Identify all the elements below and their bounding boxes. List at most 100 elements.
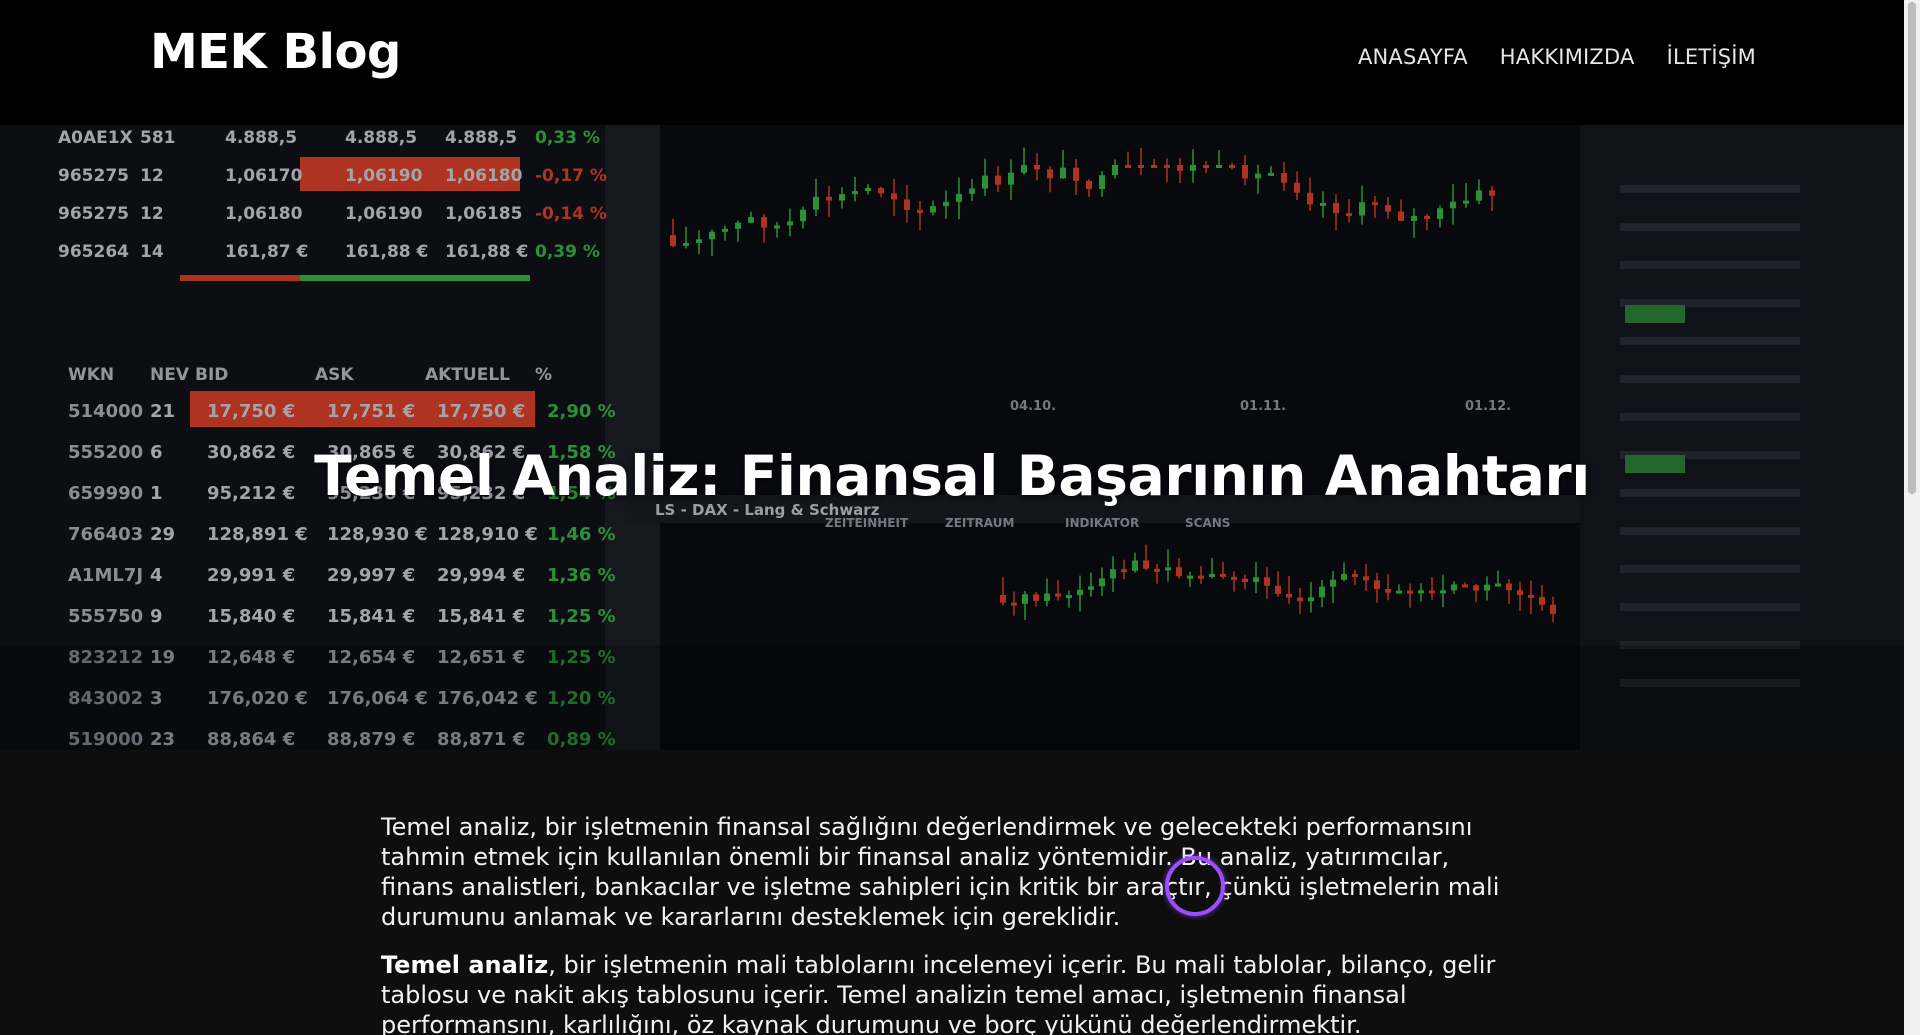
nav-home-link[interactable]: ANASAYFA bbox=[1357, 45, 1468, 69]
candle-body bbox=[1066, 595, 1072, 599]
candle-body bbox=[1086, 180, 1092, 190]
candle-body bbox=[1385, 589, 1391, 593]
table-cell: 1,06190 bbox=[345, 166, 423, 186]
table-cell: 1,25 % bbox=[547, 606, 616, 627]
table-header: ASK bbox=[315, 365, 354, 385]
candle-body bbox=[1021, 165, 1027, 173]
nav-contact-link[interactable]: İLETİŞİM bbox=[1666, 45, 1756, 69]
candle-body bbox=[1008, 172, 1014, 185]
candle-body bbox=[943, 201, 949, 207]
table-cell: 3 bbox=[150, 688, 163, 709]
table-cell: -0,17 % bbox=[535, 166, 607, 186]
table-cell: 1,58 % bbox=[547, 442, 616, 463]
candle-body bbox=[1044, 593, 1050, 601]
table-cell: 14 bbox=[140, 242, 164, 262]
candle-body bbox=[1308, 597, 1314, 602]
candle-body bbox=[1286, 593, 1292, 598]
table-cell: 4.888,5 bbox=[445, 128, 517, 148]
candle-body bbox=[1165, 567, 1171, 571]
candle-body bbox=[1198, 575, 1204, 579]
candle-body bbox=[1073, 167, 1079, 181]
table-cell: 4 bbox=[150, 565, 163, 586]
right-panel-line bbox=[1620, 451, 1800, 459]
table-cell: 29 bbox=[150, 524, 175, 545]
candle-body bbox=[1275, 585, 1281, 594]
table-cell: 128,910 € bbox=[437, 524, 538, 545]
candle-body bbox=[826, 196, 832, 201]
site-logo[interactable]: MEK Blog bbox=[150, 24, 401, 80]
right-panel-line bbox=[1620, 337, 1800, 345]
candle-body bbox=[865, 187, 871, 192]
page-title: Temel Analiz: Finansal Başarının Anahtar… bbox=[314, 443, 1590, 508]
highlight-row bbox=[190, 391, 535, 427]
table-cell: 659990 bbox=[68, 483, 143, 504]
table-cell: 88,879 € bbox=[327, 729, 415, 750]
candle-body bbox=[1363, 576, 1369, 581]
table-cell: 1,06180 bbox=[225, 204, 303, 224]
table-cell: 555750 bbox=[68, 606, 143, 627]
table-cell: 0,89 % bbox=[547, 729, 616, 750]
candle-body bbox=[1060, 167, 1066, 179]
candle-body bbox=[1484, 584, 1490, 591]
candle-body bbox=[1268, 172, 1274, 176]
candle-body bbox=[1264, 577, 1270, 586]
candle-body bbox=[1307, 192, 1313, 205]
candle-body bbox=[683, 242, 689, 246]
table-cell: 0,39 % bbox=[535, 242, 600, 262]
candle-body bbox=[1011, 602, 1017, 606]
candle-body bbox=[982, 175, 988, 189]
panel-tab: ZEITEINHEIT bbox=[825, 516, 909, 530]
nav-about-link[interactable]: HAKKIMIZDA bbox=[1499, 45, 1635, 69]
table-cell: 29,991 € bbox=[207, 565, 295, 586]
candle-body bbox=[1476, 190, 1482, 201]
candle-body bbox=[1231, 576, 1237, 580]
right-panel-line bbox=[1620, 565, 1800, 573]
candle-body bbox=[1411, 215, 1417, 221]
table-header: BID bbox=[195, 365, 228, 385]
candle-body bbox=[1151, 165, 1157, 168]
candle-body bbox=[1418, 590, 1424, 594]
table-cell: 21 bbox=[150, 401, 175, 422]
table-cell: 1,54 % bbox=[547, 483, 616, 504]
candle-body bbox=[1294, 182, 1300, 193]
candle-body bbox=[1462, 584, 1468, 588]
chart-panel bbox=[620, 125, 1580, 750]
table-cell: 23 bbox=[150, 729, 175, 750]
candle-body bbox=[1099, 578, 1105, 587]
candle-body bbox=[956, 193, 962, 202]
candle-body bbox=[1220, 573, 1226, 577]
right-panel-line bbox=[1620, 641, 1800, 649]
candle-body bbox=[1229, 165, 1235, 168]
candle-body bbox=[1297, 597, 1303, 602]
candle-body bbox=[1346, 213, 1352, 217]
panel-tab: INDIKATOR bbox=[1065, 516, 1139, 530]
highlight-cell bbox=[300, 157, 520, 191]
article-body: Temel analiz, bir işletmenin finansal sa… bbox=[381, 812, 1501, 1035]
candle-body bbox=[1242, 165, 1248, 179]
page-scrollbar[interactable] bbox=[1904, 0, 1920, 1035]
table-cell: 95,212 € bbox=[207, 483, 295, 504]
bar-green bbox=[300, 275, 530, 281]
candle-body bbox=[1125, 165, 1131, 168]
table-cell: 29,994 € bbox=[437, 565, 525, 586]
left-table-panel bbox=[0, 125, 620, 750]
candle-body bbox=[995, 175, 1001, 185]
candle-body bbox=[1437, 208, 1443, 219]
candle-body bbox=[1506, 583, 1512, 591]
right-panel-line bbox=[1620, 679, 1800, 687]
candle-body bbox=[891, 193, 897, 200]
table-cell: A0AE1X bbox=[58, 128, 133, 148]
scrollbar-thumb[interactable] bbox=[1908, 2, 1916, 494]
candle-body bbox=[1000, 595, 1006, 603]
table-cell: 1,36 % bbox=[547, 565, 616, 586]
table-cell: 88,864 € bbox=[207, 729, 295, 750]
image-fade bbox=[0, 645, 1904, 750]
table-cell: 12,651 € bbox=[437, 647, 525, 668]
candle-body bbox=[1429, 590, 1435, 594]
table-cell: 88,871 € bbox=[437, 729, 525, 750]
candle-body bbox=[1424, 215, 1430, 219]
candle-body bbox=[930, 206, 936, 213]
table-cell: 128,891 € bbox=[207, 524, 308, 545]
candle-body bbox=[670, 235, 676, 246]
table-cell: 17,751 € bbox=[327, 401, 415, 422]
